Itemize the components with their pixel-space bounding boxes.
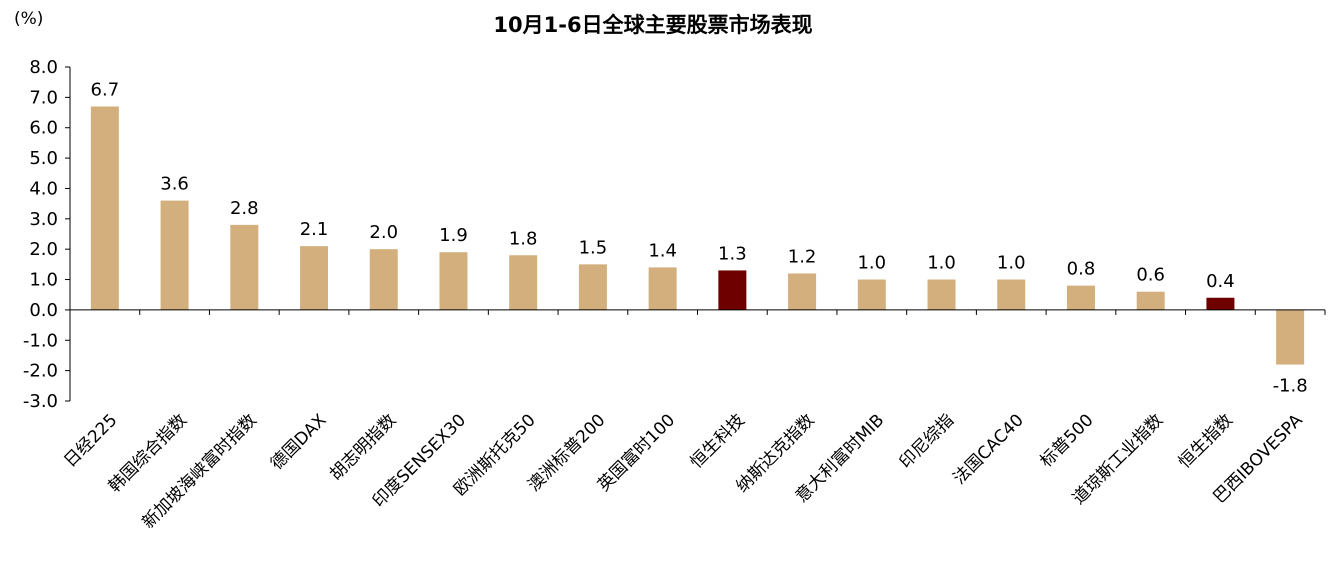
data-label: 6.7 [91, 79, 120, 100]
data-label: 1.0 [997, 253, 1026, 274]
y-tick-label: -1.0 [23, 330, 58, 351]
bar [997, 279, 1026, 310]
data-label: 1.0 [927, 253, 956, 274]
bar [788, 273, 817, 310]
bar [300, 246, 329, 310]
bar [718, 270, 747, 310]
x-tick-label: 新加坡海峡富时指数 [139, 410, 261, 532]
data-label: 1.5 [579, 237, 608, 258]
data-label: 1.9 [439, 225, 468, 246]
x-tick-label: 日经225 [60, 410, 121, 471]
chart-title: 10月1-6日全球主要股票市场表现 [493, 13, 812, 37]
bar [369, 249, 398, 310]
data-label: 2.1 [300, 219, 329, 240]
x-tick-label: 法国CAC40 [950, 410, 1028, 488]
y-tick-label: 4.0 [29, 178, 58, 199]
bar [648, 267, 677, 310]
y-tick-label: -3.0 [23, 391, 58, 412]
bar [90, 106, 119, 310]
x-tick-label: 恒生科技 [687, 410, 749, 472]
x-tick-label: 德国DAX [267, 410, 331, 474]
data-label: 3.6 [160, 174, 189, 195]
x-tick-label: 印尼综指 [896, 410, 958, 472]
y-tick-label: 0.0 [29, 300, 58, 321]
bar [230, 224, 259, 310]
y-tick-label: 5.0 [29, 148, 58, 169]
y-tick-label: 7.0 [29, 87, 58, 108]
y-tick-label: 2.0 [29, 239, 58, 260]
data-label: 2.8 [230, 198, 259, 219]
data-label: 1.4 [648, 240, 677, 261]
y-axis: 8.0 7.0 6.0 5.0 4.0 3.0 2.0 1.0 0.0 -1.0 -2.0 -3.0 [23, 57, 71, 412]
data-label: 2.0 [369, 222, 398, 243]
y-unit-label: (%) [14, 9, 43, 29]
x-tick-label: 胡志明指数 [326, 410, 400, 484]
bar [1066, 285, 1095, 310]
bar [439, 252, 468, 310]
data-label: 0.6 [1136, 265, 1165, 286]
data-label: 0.8 [1067, 259, 1096, 280]
bar [1136, 291, 1165, 310]
x-tick-label: 标普500 [1036, 410, 1097, 471]
bar [509, 255, 538, 310]
data-label: -1.8 [1273, 376, 1308, 397]
bars [90, 106, 1305, 365]
data-label: 1.8 [509, 228, 538, 249]
data-label: 1.3 [718, 243, 747, 264]
bar [578, 264, 607, 310]
data-label: 1.0 [857, 253, 886, 274]
data-label: 0.4 [1206, 271, 1235, 292]
bar [927, 279, 956, 310]
bar [1206, 297, 1235, 310]
y-tick-label: 6.0 [29, 118, 58, 139]
data-labels: 6.7 3.6 2.8 2.1 2.0 1.9 1.8 1.5 1.4 1.3 1.2 1.0 1.0 1… [91, 79, 1308, 396]
bar [1276, 309, 1305, 365]
y-tick-label: -2.0 [23, 361, 58, 382]
bar [160, 200, 189, 310]
y-tick-label: 3.0 [29, 209, 58, 230]
x-tick-label: 恒生指数 [1175, 410, 1237, 472]
bar [857, 279, 886, 310]
data-label: 1.2 [788, 246, 817, 267]
y-tick-label: 1.0 [29, 270, 58, 291]
y-tick-label: 8.0 [29, 57, 58, 78]
